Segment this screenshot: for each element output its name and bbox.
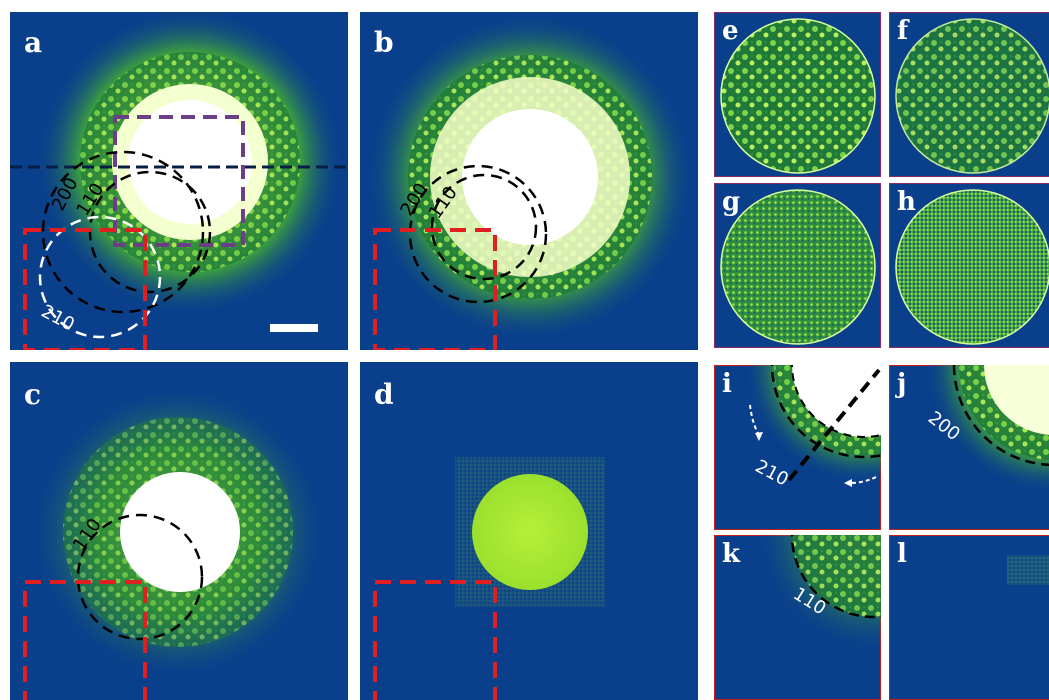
beam-stop-center bbox=[792, 365, 881, 437]
red-dashed-box bbox=[373, 228, 497, 350]
panel-label-d: d bbox=[374, 378, 394, 411]
panel-b: 200 110 b bbox=[360, 12, 698, 350]
beam-stop-center bbox=[120, 472, 240, 592]
panel-label-j: j bbox=[895, 369, 906, 399]
panel-label-b: b bbox=[374, 26, 394, 59]
panel-label-l: l bbox=[897, 539, 907, 569]
ring-110-circle bbox=[791, 365, 881, 438]
noise-patch bbox=[1007, 555, 1049, 585]
uniform-disc bbox=[472, 474, 588, 590]
purple-dashed-box bbox=[113, 115, 245, 247]
beam-stop-center bbox=[128, 100, 252, 224]
panel-l: l bbox=[889, 535, 1049, 700]
panel-e: e bbox=[714, 12, 881, 177]
panel-j: 200 j bbox=[889, 365, 1049, 530]
panel-label-f: f bbox=[897, 16, 910, 46]
panel-c: 110 c bbox=[10, 362, 348, 700]
saturated-center bbox=[984, 365, 1049, 435]
red-dashed-box bbox=[23, 228, 147, 350]
ring-210-circle bbox=[38, 215, 162, 339]
ring-110-circle bbox=[790, 535, 881, 619]
red-dashed-box bbox=[23, 580, 147, 700]
panel-label-a: a bbox=[24, 26, 42, 59]
arrow-left-head bbox=[755, 432, 763, 441]
panel-f: f bbox=[889, 12, 1049, 177]
red-dashed-box bbox=[373, 580, 497, 700]
ring-110-circle bbox=[430, 173, 538, 281]
panel-g: g bbox=[714, 183, 881, 348]
panel-label-k: k bbox=[722, 539, 741, 569]
speckle-ring bbox=[792, 535, 881, 617]
panel-label-h: h bbox=[897, 187, 916, 217]
speckle-disc bbox=[720, 18, 876, 174]
panel-label-i: i bbox=[722, 369, 732, 399]
panel-label-e: e bbox=[722, 16, 739, 46]
panel-i: 210 i bbox=[714, 365, 881, 530]
noise-disc bbox=[895, 189, 1049, 345]
panel-d: d bbox=[360, 362, 698, 700]
speckle-disc bbox=[720, 189, 876, 345]
beam-stop-center bbox=[462, 109, 598, 245]
speckle-disc bbox=[895, 18, 1049, 174]
ring-200-circle bbox=[770, 365, 881, 459]
ring-110-circle bbox=[76, 513, 204, 641]
panel-h: h bbox=[889, 183, 1049, 348]
diagonal-cut-line bbox=[787, 368, 881, 482]
arrow-right-head bbox=[844, 479, 852, 487]
panel-k: 110 k bbox=[714, 535, 881, 700]
ring-200-circle bbox=[41, 150, 205, 314]
panel-label-g: g bbox=[722, 187, 740, 217]
ring-200-circle bbox=[408, 164, 548, 304]
scale-bar bbox=[270, 324, 318, 332]
arrow-right bbox=[849, 476, 877, 484]
panel-a: 200 110 210 a bbox=[10, 12, 348, 350]
panel-label-c: c bbox=[24, 378, 41, 411]
